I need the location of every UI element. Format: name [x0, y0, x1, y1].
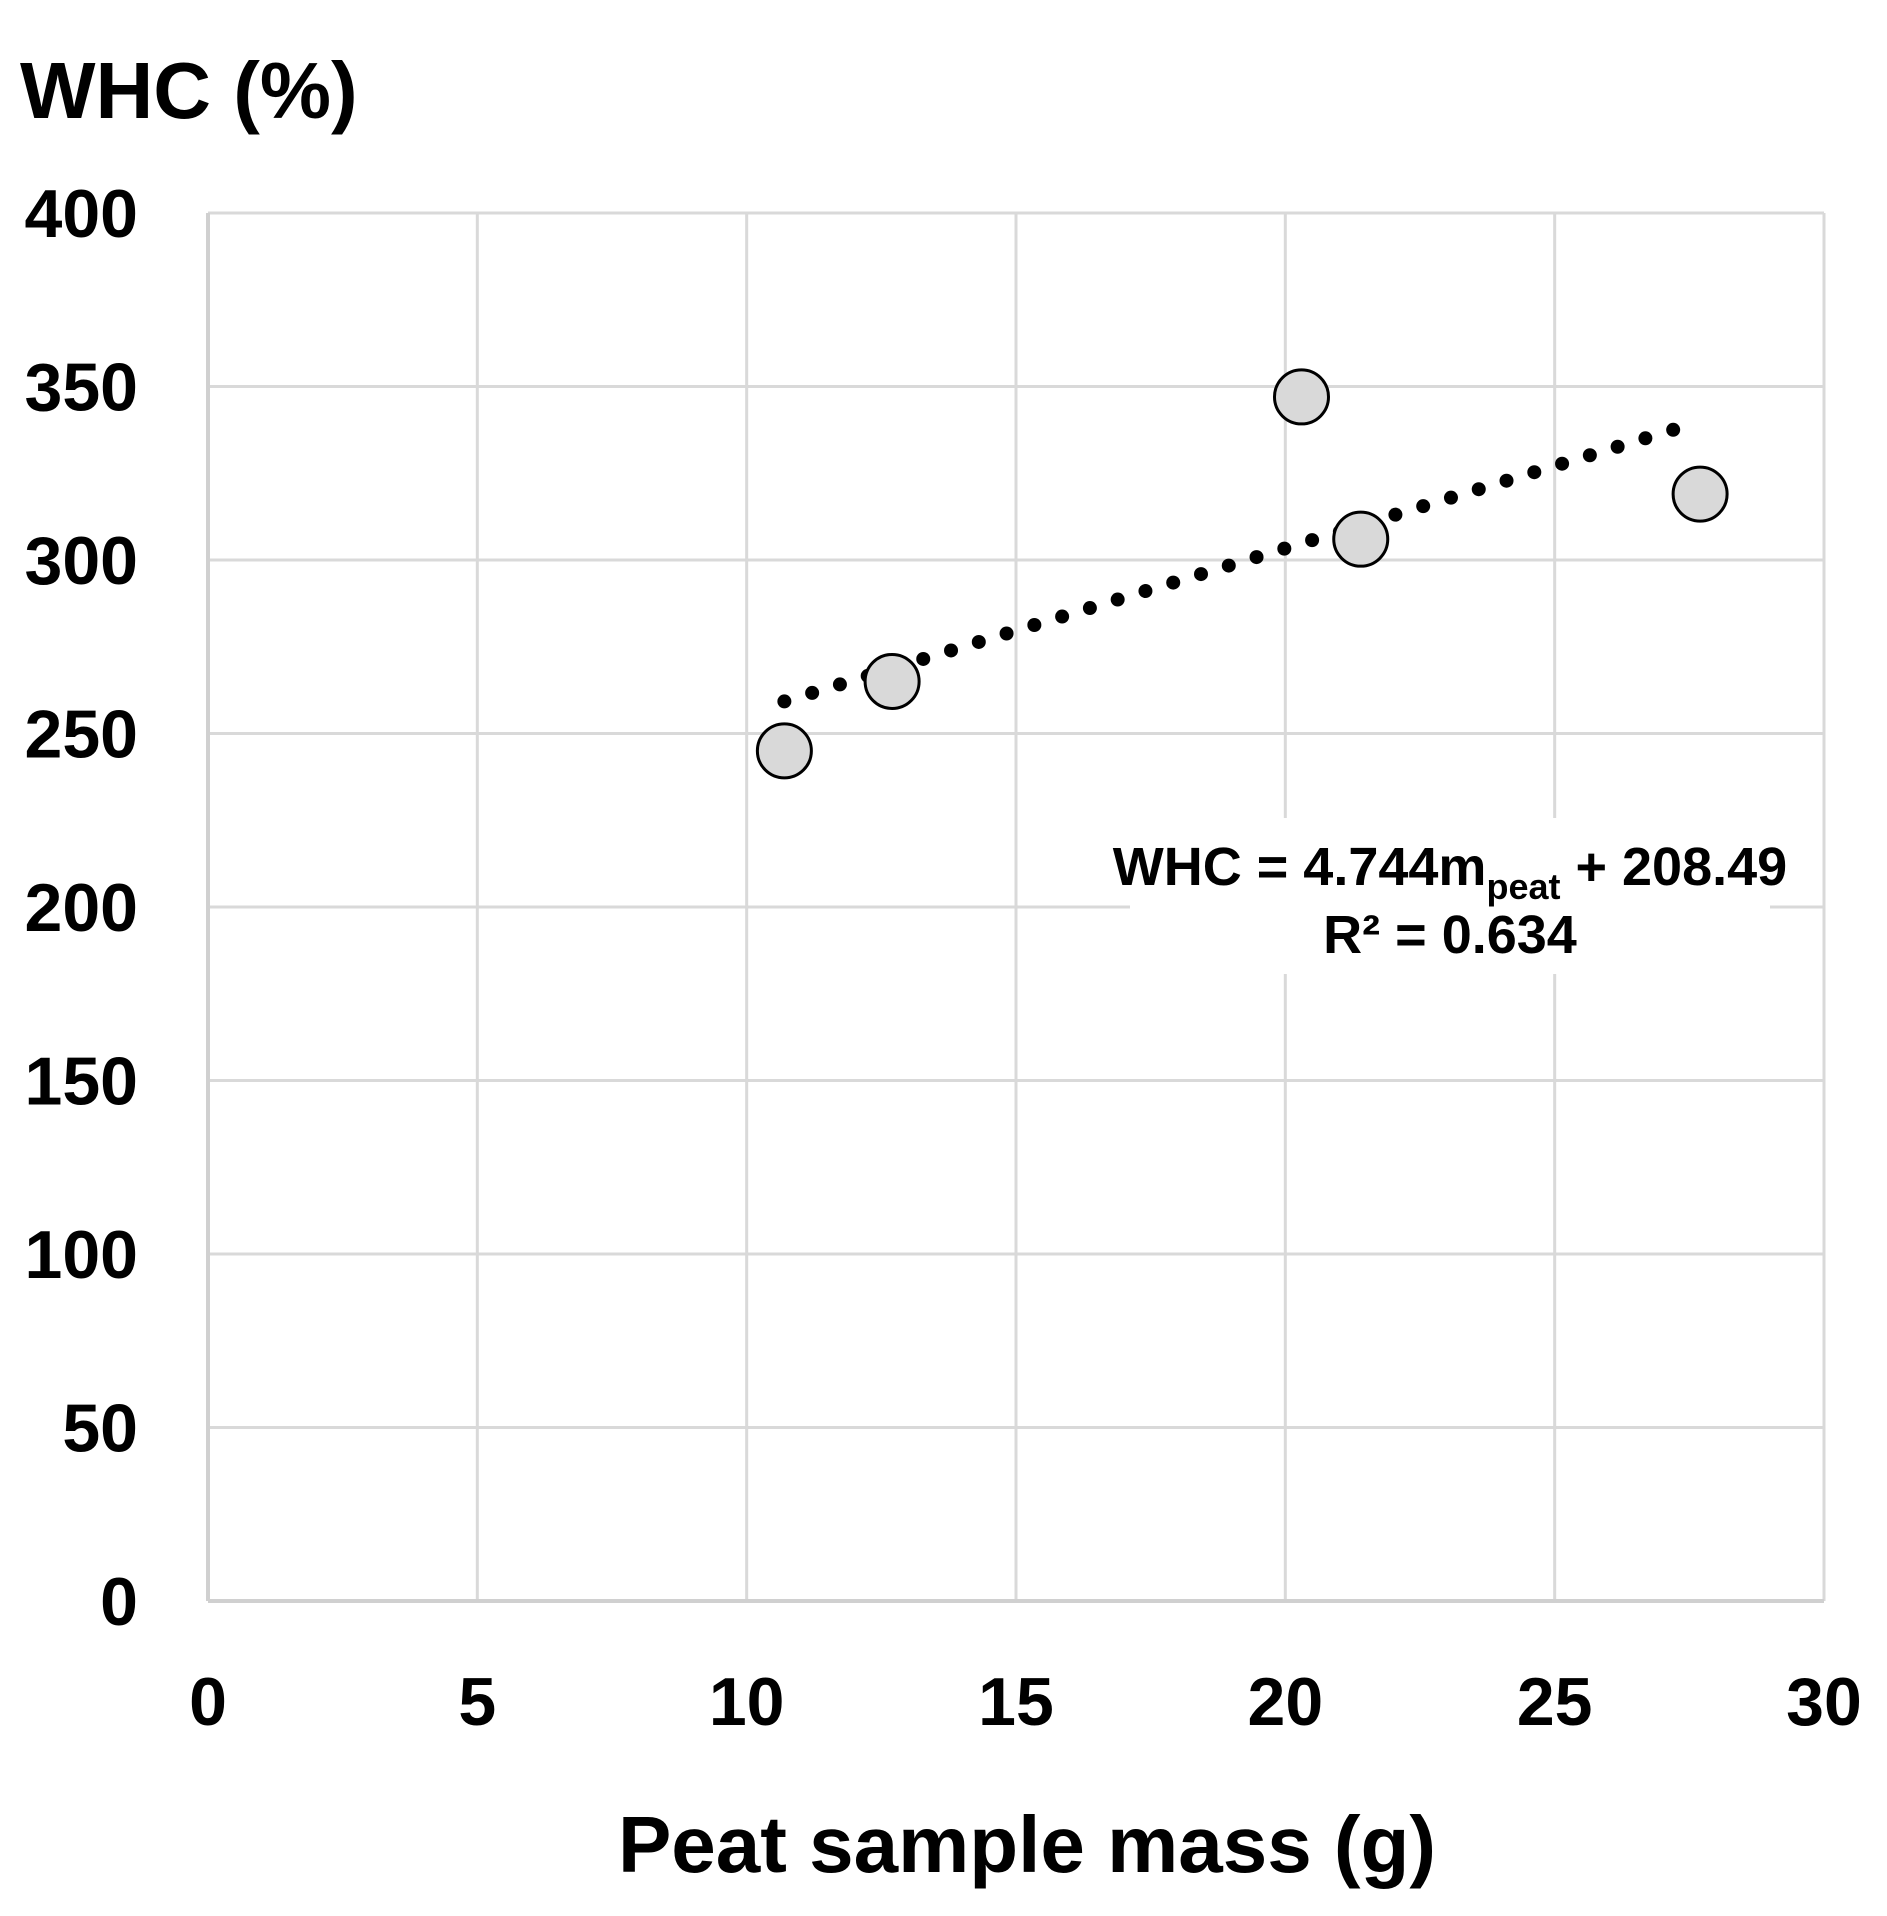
trendline-dot-25	[1471, 482, 1486, 497]
x-tick-labels: 0 5 10 15 20 25 30	[189, 1664, 1862, 1740]
data-point-0-0	[755, 722, 813, 780]
x-tick-label-20: 20	[1248, 1664, 1324, 1740]
x-tick-label-5: 5	[458, 1664, 496, 1740]
x-tick-label-25: 25	[1517, 1664, 1593, 1740]
trendline-dot-9	[1027, 618, 1042, 633]
equation-subscript: peat	[1486, 866, 1560, 907]
trendline-dot-8	[999, 626, 1014, 641]
y-tick-label-250: 250	[25, 697, 138, 773]
trendline-dot-6	[944, 643, 959, 658]
trendline-dot-18	[1277, 541, 1292, 556]
trendline-dot-27	[1527, 465, 1542, 480]
data-point-0-2	[1272, 368, 1330, 426]
trendline-dot-24	[1443, 490, 1458, 505]
trendline-dot-17	[1249, 550, 1264, 565]
trendline-dot-10	[1055, 609, 1070, 624]
trendline-dot-7	[971, 634, 986, 649]
trendline-dot-31	[1638, 431, 1653, 446]
trendline-dot-1	[805, 685, 820, 700]
y-tick-label-350: 350	[25, 350, 138, 426]
equation-lhs: WHC = 4.744m	[1113, 837, 1487, 897]
equation-text: WHC = 4.744mpeat + 208.49	[1113, 837, 1787, 907]
x-tick-label-15: 15	[978, 1664, 1054, 1740]
x-tick-label-30: 30	[1786, 1664, 1862, 1740]
trendline-dot-29	[1582, 448, 1597, 463]
equation-background	[1130, 818, 1770, 974]
trendline-dot-32	[1666, 422, 1681, 437]
trendline-dot-28	[1555, 456, 1570, 471]
data-points	[755, 368, 1729, 780]
axes	[206, 213, 1824, 1603]
data-point-0-4	[1671, 465, 1729, 523]
trendline-dot-13	[1138, 584, 1153, 599]
trendline-equation-label: WHC = 4.744mpeat + 208.49 R² = 0.634	[1113, 818, 1787, 974]
r-squared-text: R² = 0.634	[1323, 905, 1577, 965]
trendline-dot-23	[1416, 499, 1431, 514]
y-tick-label-0: 0	[100, 1564, 138, 1640]
data-point-0-3	[1332, 510, 1390, 568]
y-tick-label-300: 300	[25, 523, 138, 599]
trendline-dot-30	[1610, 439, 1625, 454]
x-axis-title: Peat sample mass (g)	[618, 1800, 1436, 1889]
y-tick-label-100: 100	[25, 1217, 138, 1293]
y-tick-label-400: 400	[25, 176, 138, 252]
trendline-dot-12	[1110, 592, 1125, 607]
trendline-dot-5	[916, 651, 931, 666]
y-axis-title: WHC (%)	[20, 46, 358, 135]
trendline-dot-26	[1499, 473, 1514, 488]
trendline-dot-19	[1305, 533, 1320, 548]
trendline-dot-2	[832, 677, 847, 692]
y-tick-label-150: 150	[25, 1044, 138, 1120]
trendline-dot-16	[1221, 558, 1236, 573]
y-tick-labels: 0 50 100 150 200 250 300 350 400	[25, 176, 138, 1640]
x-tick-label-10: 10	[709, 1664, 785, 1740]
trendline-dot-0	[777, 694, 792, 709]
trendline-dot-11	[1082, 601, 1097, 616]
trendline-dot-22	[1388, 507, 1403, 522]
equation-rhs: + 208.49	[1560, 837, 1787, 897]
data-point-0-1	[863, 652, 921, 710]
y-tick-label-200: 200	[25, 870, 138, 946]
trendline-dot-15	[1193, 567, 1208, 582]
y-tick-label-50: 50	[62, 1391, 138, 1467]
trendline-dot-14	[1166, 575, 1181, 590]
x-tick-label-0: 0	[189, 1664, 227, 1740]
